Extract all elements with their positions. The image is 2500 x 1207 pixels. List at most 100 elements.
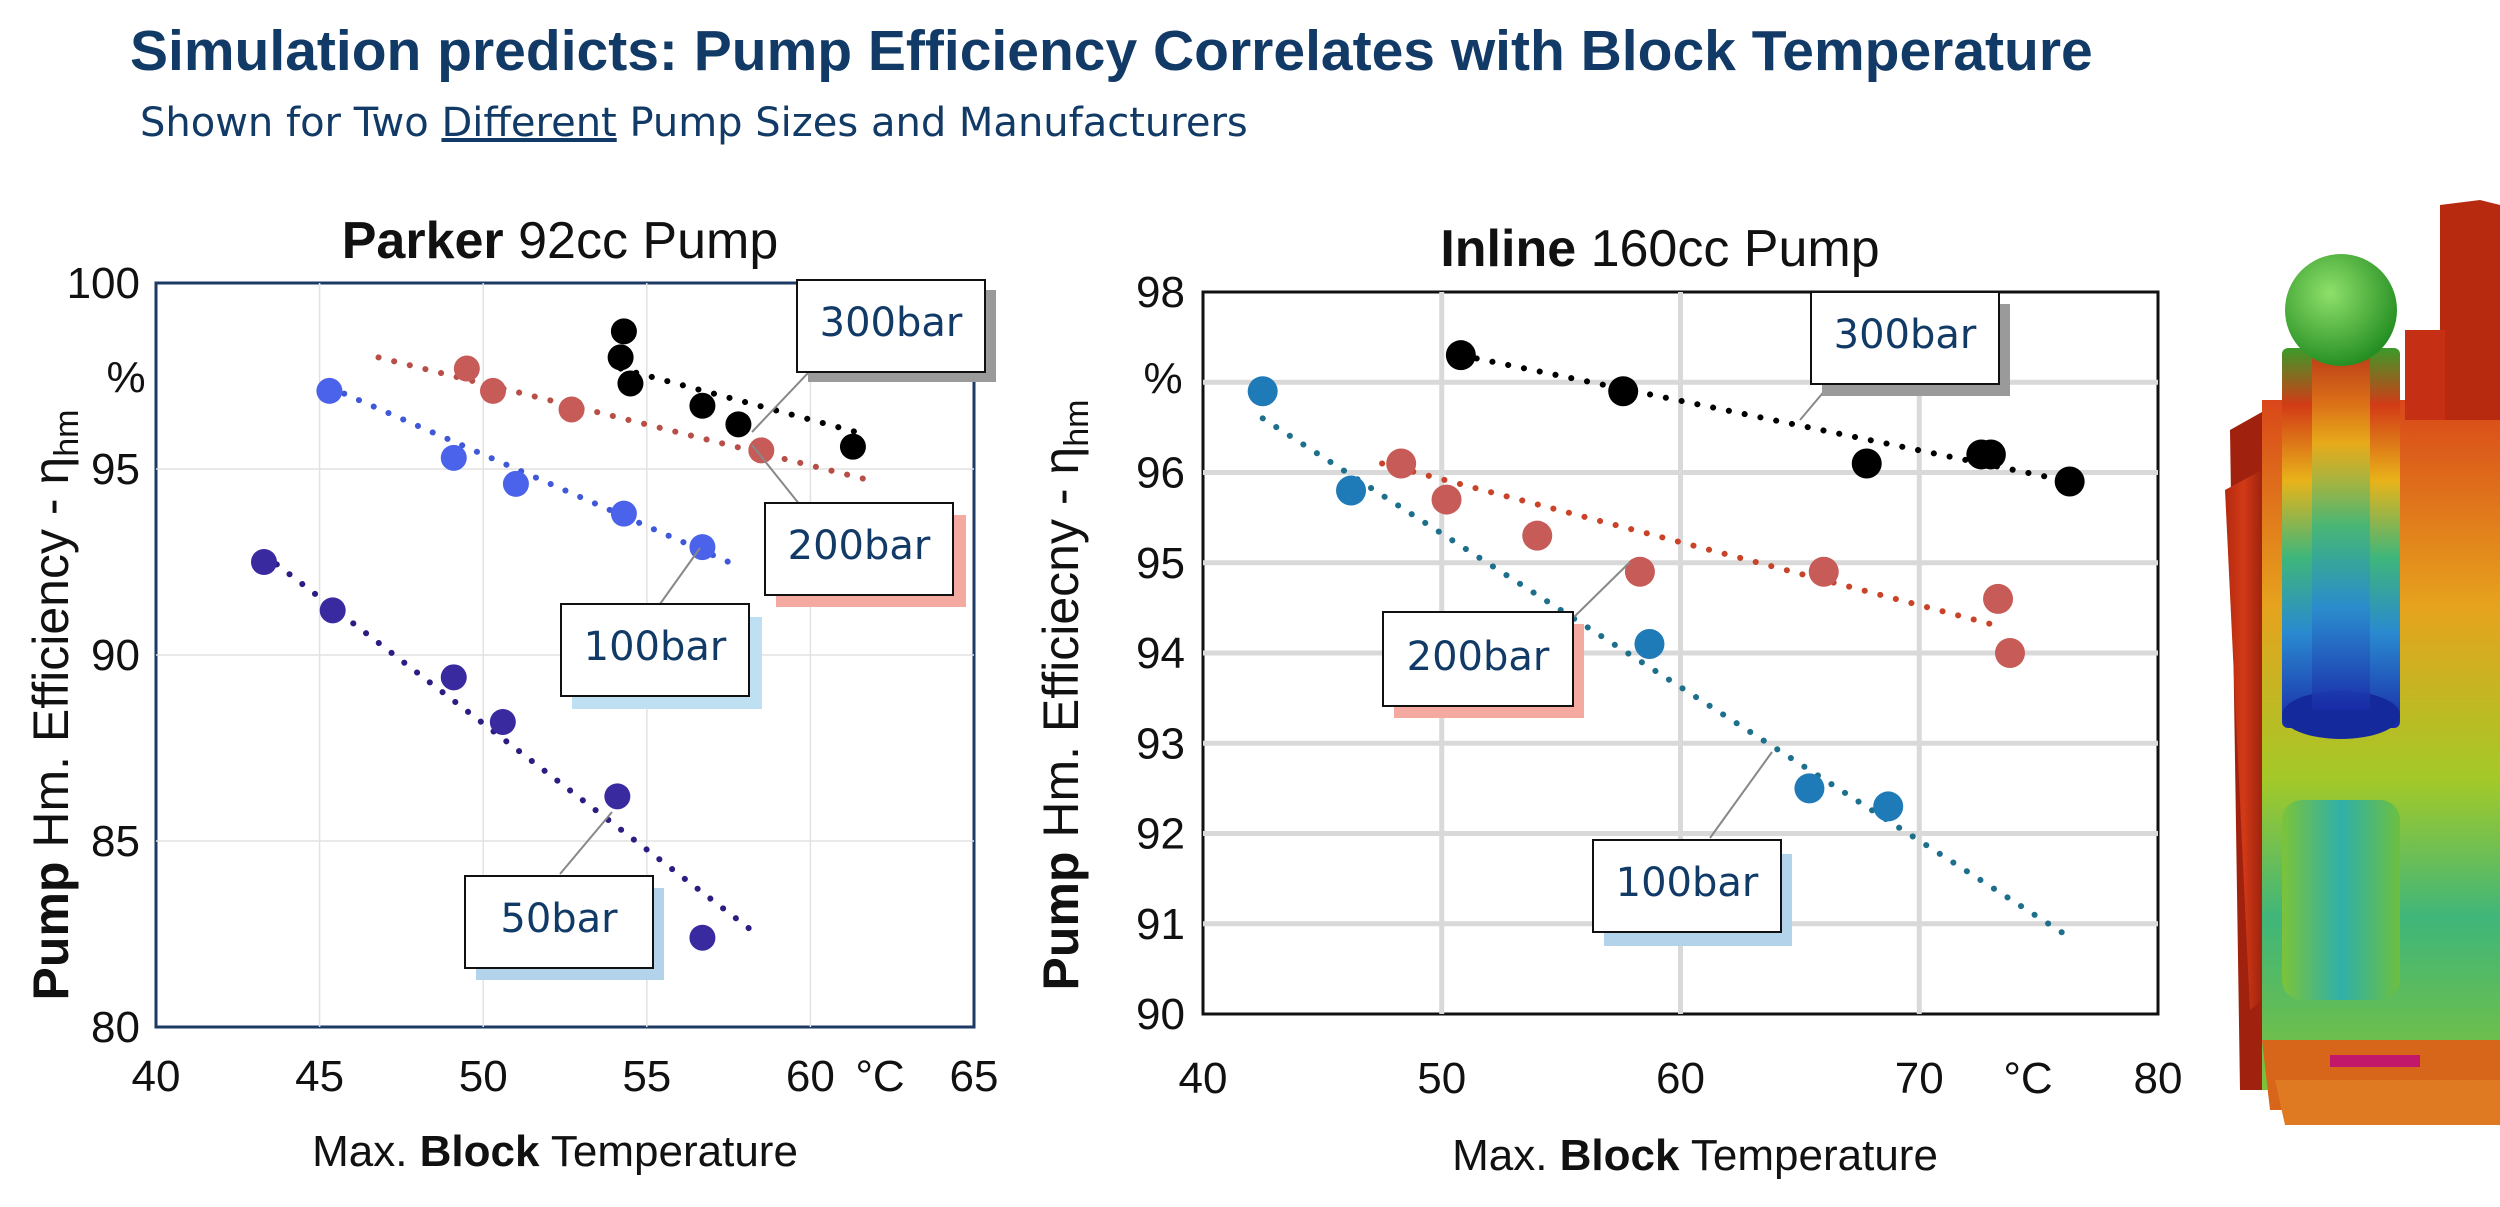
inline-point-200bar	[1994, 638, 2025, 668]
parker-y-tick-label: 80	[91, 1003, 140, 1052]
inline-point-300bar	[2054, 466, 2085, 497]
parker-point-300bar	[689, 392, 716, 419]
parker-y-label: Pump Hm. Efficiency - ηhm	[23, 410, 86, 1001]
parker-point-50bar	[489, 708, 516, 735]
parker-point-50bar	[319, 597, 346, 624]
inline-y-tick-label: 92	[1136, 810, 1185, 859]
inline-points	[1247, 340, 2085, 822]
inline-y-tick-label: 96	[1136, 449, 1185, 498]
inline-x-tick-label: 70	[1895, 1054, 1944, 1103]
parker-chart: 40 45 50 55 60 65 80 85 90 95 100 Parker 92cc Pump…	[23, 212, 998, 1176]
parker-callout-50bar-label: 50bar	[500, 896, 618, 942]
inline-y-tick-label: 95	[1136, 539, 1185, 588]
inline-ylabel-sub: hm	[1058, 400, 1096, 447]
inline-ylabel-bold: Pump	[1033, 852, 1089, 991]
inline-x-label: Max. Block Temperature	[1452, 1131, 1938, 1180]
subtitle-part-1: Shown for Two	[140, 100, 442, 146]
parker-callout-100bar-label: 100bar	[584, 624, 727, 670]
parker-title-rest: 92cc Pump	[504, 212, 779, 270]
inline-point-100bar	[1634, 628, 1665, 659]
parker-point-100bar	[440, 444, 467, 471]
parker-ylabel-sub: hm	[48, 410, 86, 457]
inline-trendline-200bar	[1379, 460, 2002, 629]
inline-point-200bar	[1522, 520, 1553, 551]
inline-y-label: Pump Hm. Efficiecny - ηhm	[1033, 400, 1096, 991]
inline-point-200bar	[1983, 583, 2014, 614]
parker-point-300bar	[617, 370, 644, 397]
parker-x-tick-label: 65	[950, 1052, 999, 1101]
parker-point-50bar	[604, 783, 631, 810]
inline-point-200bar	[1808, 556, 1839, 587]
inline-callout-300bar: 300bar	[1799, 291, 2010, 421]
parker-x-tick-label: 55	[622, 1052, 671, 1101]
inline-point-300bar	[1975, 439, 2006, 470]
parker-title-bold: Parker	[342, 212, 504, 270]
parker-x-tick-label: 60	[786, 1052, 835, 1101]
inline-xlabel-bold: Block	[1560, 1131, 1680, 1180]
inline-point-100bar	[1794, 773, 1825, 804]
inline-xlabel-pre: Max.	[1452, 1131, 1560, 1180]
inline-callout-300bar-label: 300bar	[1834, 312, 1977, 358]
parker-trendline-200bar	[375, 354, 873, 484]
inline-y-tick-label: 98	[1136, 268, 1185, 317]
parker-y-tick-label: 85	[91, 817, 140, 866]
inline-chart: 40 50 60 70 80 90 91 92 93 94 95 96 98 Inline 160cc …	[1033, 220, 2182, 1180]
parker-x-tick-label: 45	[295, 1052, 344, 1101]
inline-title: Inline 160cc Pump	[1440, 220, 1879, 278]
inline-title-rest: 160cc Pump	[1576, 220, 1880, 278]
subtitle-part-2: Pump Sizes and Manufacturers	[616, 100, 1248, 146]
parker-callout-300bar: 300bar	[751, 279, 996, 433]
inline-xlabel-post: Temperature	[1679, 1131, 1937, 1180]
inline-point-200bar	[1624, 556, 1655, 587]
subtitle-emphasis: Different	[441, 100, 617, 146]
inline-point-200bar	[1386, 448, 1417, 479]
parker-x-label: Max. Block Temperature	[312, 1127, 798, 1176]
inline-x-unit: °C	[2003, 1054, 2052, 1103]
parker-x-tick-label: 50	[459, 1052, 508, 1101]
parker-point-300bar	[839, 433, 866, 460]
parker-point-300bar	[610, 318, 637, 345]
inline-callout-100bar-label: 100bar	[1616, 860, 1759, 906]
slide-title: Simulation predicts: Pump Efficiency Cor…	[130, 19, 2093, 83]
parker-point-200bar	[453, 355, 480, 382]
inline-y-unit: %	[1143, 354, 1182, 403]
inline-tick-labels: 40 50 60 70 80 90 91 92 93 94 95 96 98	[1136, 268, 2182, 1103]
inline-y-tick-label: 93	[1136, 719, 1185, 768]
parker-point-100bar	[316, 377, 343, 404]
parker-tick-labels: 40 45 50 55 60 65 80 85 90 95 100	[67, 259, 999, 1101]
parker-callout-300bar-label: 300bar	[820, 300, 963, 346]
inline-point-200bar	[1431, 484, 1462, 515]
parker-title: Parker 92cc Pump	[342, 212, 779, 270]
inline-y-tick-label: 94	[1136, 629, 1185, 678]
inline-callout-200bar: 200bar	[1382, 561, 1631, 718]
parker-point-200bar	[748, 437, 775, 464]
inline-x-tick-label: 50	[1417, 1054, 1466, 1103]
inline-point-300bar	[1608, 376, 1639, 407]
inline-point-100bar	[1336, 475, 1367, 506]
inline-callout-100bar: 100bar	[1592, 751, 1792, 946]
inline-trendline-100bar	[1259, 415, 2066, 936]
parker-x-unit: °C	[855, 1052, 904, 1101]
inline-title-bold: Inline	[1440, 220, 1576, 278]
parker-ylabel-rest: Hm. Efficiency - η	[23, 457, 79, 862]
inline-ylabel-rest: Hm. Efficiecny - η	[1033, 447, 1089, 852]
parker-xlabel-post: Temperature	[539, 1127, 797, 1176]
parker-y-tick-label: 95	[91, 445, 140, 494]
inline-point-300bar	[1445, 340, 1476, 371]
parker-point-300bar	[725, 411, 752, 438]
parker-y-unit: %	[106, 353, 145, 402]
inline-x-tick-label: 80	[2134, 1054, 2183, 1103]
parker-point-200bar	[558, 396, 585, 423]
thermal-simulation-image	[2225, 200, 2500, 1125]
parker-point-50bar	[440, 664, 467, 691]
parker-y-tick-label: 90	[91, 631, 140, 680]
parker-points	[250, 318, 866, 951]
inline-x-tick-label: 60	[1656, 1054, 1705, 1103]
parker-xlabel-pre: Max.	[312, 1127, 420, 1176]
parker-ylabel-bold: Pump	[23, 862, 79, 1001]
slide-subtitle: Shown for Two Different Pump Sizes and M…	[140, 100, 1248, 146]
inline-callout-200bar-label: 200bar	[1407, 634, 1550, 680]
inline-y-tick-label: 90	[1136, 990, 1185, 1039]
parker-point-100bar	[610, 500, 637, 527]
